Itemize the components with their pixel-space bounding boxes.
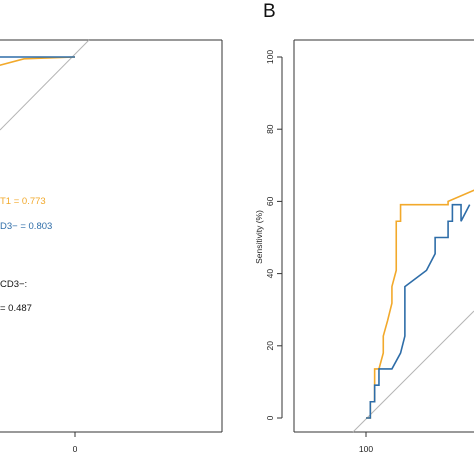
panel-a-diagonal xyxy=(0,39,90,131)
panel-b-label: B xyxy=(263,1,276,22)
panel-b: B 0 20 40 60 80 100 100 Sensitivity (%) xyxy=(254,1,474,454)
panel-a: 0 T1 = 0.773 D3− = 0.803 CD3−: = 0.487 xyxy=(0,39,223,454)
panel-b-y-tick-label-80: 80 xyxy=(265,124,275,134)
panel-a-auc-blue: D3− = 0.803 xyxy=(0,221,52,232)
panel-b-y-tick-label-0: 0 xyxy=(265,415,275,420)
panel-b-series-1 xyxy=(366,203,471,419)
panel-b-y-tick-label-100: 100 xyxy=(265,50,275,64)
panel-a-series-1 xyxy=(0,56,75,58)
panel-a-comparison-label: CD3−: xyxy=(0,279,27,290)
panel-b-y-tick-label-40: 40 xyxy=(265,269,275,279)
panel-b-y-tick-label-20: 20 xyxy=(265,341,275,351)
panel-b-y-tick-label-60: 60 xyxy=(265,196,275,206)
panel-b-y-axis-label: Sensitivity (%) xyxy=(254,210,264,264)
panel-a-series-0 xyxy=(0,56,76,66)
panel-b-diagonal xyxy=(352,310,474,433)
panel-a-x-tick-label: 0 xyxy=(73,444,78,454)
panel-a-p-value: = 0.487 xyxy=(0,303,32,314)
panel-a-auc-orange: T1 = 0.773 xyxy=(0,196,46,207)
panel-b-x-tick-label: 100 xyxy=(359,444,373,454)
panel-b-series-0 xyxy=(366,189,474,419)
